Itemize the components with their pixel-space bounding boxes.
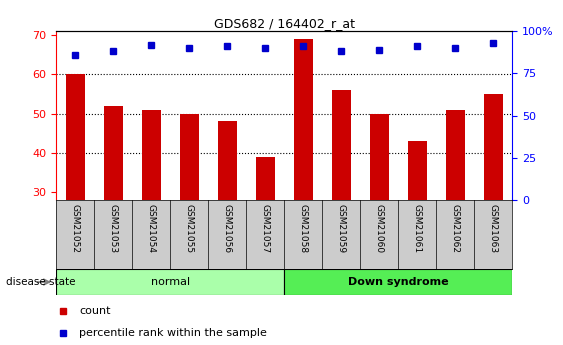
- Text: GSM21052: GSM21052: [71, 204, 80, 253]
- Text: GSM21058: GSM21058: [299, 204, 308, 253]
- Text: percentile rank within the sample: percentile rank within the sample: [79, 328, 267, 338]
- Bar: [66, 74, 85, 310]
- Text: GSM21057: GSM21057: [261, 204, 270, 253]
- Bar: [218, 121, 237, 310]
- Bar: [446, 110, 465, 310]
- Text: GSM21059: GSM21059: [337, 204, 346, 253]
- Text: GSM21060: GSM21060: [375, 204, 384, 253]
- Text: Down syndrome: Down syndrome: [348, 277, 449, 287]
- Text: GSM21053: GSM21053: [109, 204, 118, 253]
- Bar: [142, 110, 161, 310]
- Bar: [284, 269, 512, 295]
- Bar: [484, 94, 503, 310]
- Bar: [104, 106, 123, 310]
- Text: GSM21061: GSM21061: [413, 204, 422, 253]
- Text: GSM21054: GSM21054: [147, 204, 156, 253]
- Text: count: count: [79, 306, 110, 316]
- Bar: [332, 90, 351, 310]
- Text: GSM21055: GSM21055: [185, 204, 194, 253]
- Text: normal: normal: [151, 277, 190, 287]
- Bar: [408, 141, 427, 310]
- Bar: [256, 157, 275, 310]
- Text: GSM21056: GSM21056: [223, 204, 232, 253]
- Title: GDS682 / 164402_r_at: GDS682 / 164402_r_at: [214, 17, 355, 30]
- Bar: [294, 39, 313, 310]
- Bar: [370, 114, 389, 310]
- Text: GSM21063: GSM21063: [489, 204, 498, 253]
- Text: disease state: disease state: [6, 277, 75, 287]
- Bar: [56, 269, 284, 295]
- Bar: [180, 114, 199, 310]
- Text: GSM21062: GSM21062: [451, 204, 460, 253]
